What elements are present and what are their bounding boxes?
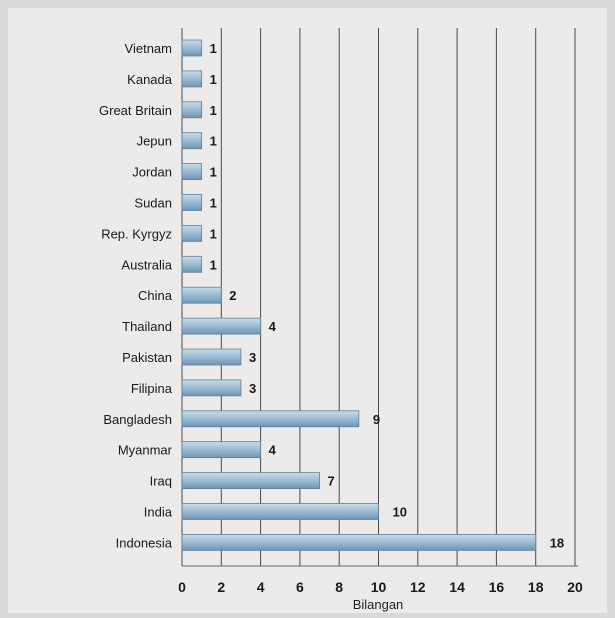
value-label: 9 <box>373 412 380 427</box>
bar-sudan <box>181 194 203 211</box>
category-label: Myanmar <box>118 443 173 458</box>
x-tick-labels: 0 2 4 6 8 10 12 14 16 18 20 <box>178 579 583 595</box>
x-axis-title: Bilangan <box>353 597 404 612</box>
bars <box>181 39 537 551</box>
value-label: 1 <box>210 165 217 180</box>
x-tick-label: 18 <box>528 579 544 595</box>
category-label: Sudan <box>134 196 172 211</box>
category-label: Jordan <box>132 165 172 180</box>
bar-vietnam <box>181 39 203 57</box>
bar-filipina <box>181 379 242 397</box>
x-tick-label: 14 <box>449 579 465 595</box>
bar-australia <box>181 255 203 273</box>
x-tick-label: 4 <box>257 579 265 595</box>
category-label: India <box>144 505 173 520</box>
bar-pakistan <box>181 348 242 366</box>
x-tick-label: 16 <box>489 579 505 595</box>
x-tick-label: 12 <box>410 579 426 595</box>
value-label: 1 <box>210 257 217 272</box>
value-label: 1 <box>210 103 217 118</box>
bar-china <box>181 286 222 304</box>
value-label: 1 <box>210 226 217 241</box>
category-label: China <box>138 288 173 303</box>
bar-indonesia <box>181 534 537 551</box>
category-label: Bangladesh <box>103 412 172 427</box>
x-tick-label: 8 <box>335 579 343 595</box>
category-label: Pakistan <box>122 350 172 365</box>
value-label: 1 <box>210 196 217 211</box>
bar-kanada <box>181 70 203 88</box>
category-label: Thailand <box>122 319 172 334</box>
category-label: Jepun <box>137 134 172 149</box>
category-labels: Vietnam Kanada Great Britain Jepun Jordan Sud… <box>99 41 173 550</box>
value-label: 18 <box>550 535 564 550</box>
value-label: 1 <box>210 41 217 56</box>
value-label: 4 <box>269 443 277 458</box>
value-label: 2 <box>229 288 236 303</box>
bar-myanmar <box>181 441 261 459</box>
category-label: Indonesia <box>116 535 173 550</box>
x-tick-label: 2 <box>217 579 225 595</box>
bar-jepun <box>181 132 203 150</box>
bar-bangladesh <box>181 410 360 428</box>
x-tick-label: 0 <box>178 579 186 595</box>
x-tick-label: 20 <box>567 579 583 595</box>
x-tick-label: 10 <box>371 579 387 595</box>
bar-india <box>181 503 379 520</box>
value-label: 3 <box>249 350 256 365</box>
value-label: 7 <box>328 474 335 489</box>
value-label: 10 <box>393 505 407 520</box>
category-label: Kanada <box>127 72 173 87</box>
bar-rep-kyrgyz <box>181 224 203 242</box>
value-label: 1 <box>210 72 217 87</box>
category-label: Rep. Kyrgyz <box>101 226 172 241</box>
value-label: 1 <box>210 134 217 149</box>
bar-iraq <box>181 472 320 490</box>
category-label: Filipina <box>131 381 173 396</box>
bar-great-britain <box>181 101 203 119</box>
bar-thailand <box>181 317 261 335</box>
category-label: Iraq <box>150 474 172 489</box>
value-labels: 1 1 1 1 1 1 1 1 2 4 3 3 9 4 7 10 18 <box>210 41 565 550</box>
category-label: Great Britain <box>99 103 172 118</box>
bar-jordan <box>181 163 203 181</box>
x-tick-label: 6 <box>296 579 304 595</box>
category-label: Australia <box>121 257 172 272</box>
category-label: Vietnam <box>125 41 172 56</box>
value-label: 3 <box>249 381 256 396</box>
value-label: 4 <box>269 319 277 334</box>
